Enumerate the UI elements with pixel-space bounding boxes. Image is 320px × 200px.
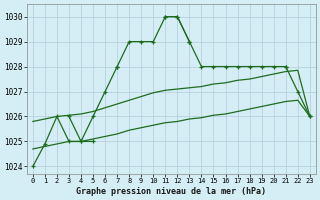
X-axis label: Graphe pression niveau de la mer (hPa): Graphe pression niveau de la mer (hPa) (76, 187, 266, 196)
